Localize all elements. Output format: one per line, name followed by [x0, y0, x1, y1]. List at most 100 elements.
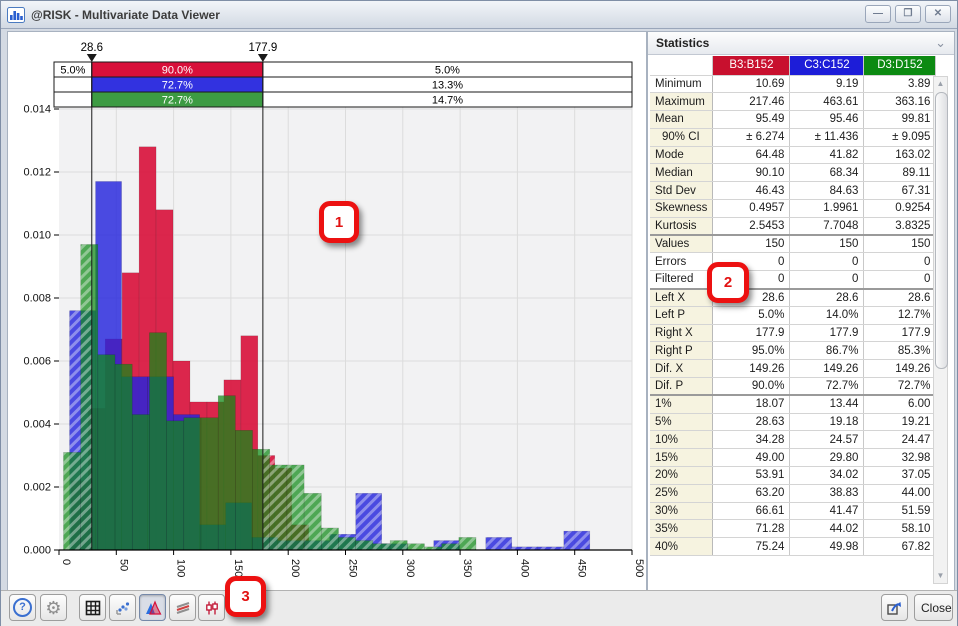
trend-lines-button[interactable] — [169, 594, 196, 621]
stat-value: 24.57 — [789, 430, 865, 450]
table-row: Right P 95.0% 86.7% 85.3% — [650, 341, 937, 361]
help-button[interactable]: ? — [9, 594, 36, 621]
stat-label: Minimum — [650, 75, 714, 94]
stat-value: 95.46 — [789, 110, 865, 129]
scrollbar-thumb[interactable] — [935, 92, 948, 369]
delimiter-handle[interactable] — [86, 54, 97, 62]
scatter-plot-button[interactable] — [109, 594, 136, 621]
callout-badge-3: 3 — [225, 576, 266, 617]
box-plot-button[interactable] — [198, 594, 225, 621]
band-percent-label: 14.7% — [432, 95, 463, 107]
export-button[interactable] — [881, 594, 908, 621]
histogram-view-button[interactable] — [139, 594, 166, 621]
chart-panel: 5.0% 90.0% 5.0% 72.7% 13.3% 72.7% 14.7% 28.6 177… — [7, 31, 647, 593]
y-axis-tick-label: 0.014 — [23, 104, 51, 116]
chevron-down-icon[interactable]: ⌄ — [935, 35, 946, 50]
x-axis-tick-label: 200 — [289, 559, 301, 577]
export-icon — [887, 601, 901, 615]
stat-label: 40% — [650, 537, 714, 557]
stat-value: 0 — [789, 270, 865, 290]
data-grid-button[interactable] — [79, 594, 106, 621]
table-row: 10% 34.28 24.57 24.47 — [650, 430, 937, 450]
stat-value: 3.8325 — [863, 217, 937, 236]
stat-value: 53.91 — [712, 466, 791, 485]
close-window-button[interactable]: ✕ — [925, 5, 951, 23]
stat-value: 34.28 — [712, 430, 791, 450]
stat-label: 5% — [650, 413, 714, 432]
stat-value: 149.26 — [863, 359, 937, 379]
stat-value: 10.69 — [712, 75, 791, 94]
settings-button[interactable]: ⚙ — [40, 594, 67, 621]
table-row: 1% 18.07 13.44 6.00 — [650, 394, 937, 414]
column-header[interactable] — [650, 56, 714, 76]
scatter-plot-icon — [115, 601, 129, 615]
table-row: 35% 71.28 44.02 58.10 — [650, 519, 937, 539]
app-icon — [7, 6, 25, 23]
stat-value: ± 11.436 — [789, 128, 865, 147]
x-axis-tick-label: 500 — [633, 559, 645, 577]
x-axis-tick-label: 450 — [576, 559, 588, 577]
table-scrollbar[interactable]: ▲ ▼ — [933, 76, 948, 584]
stat-value: 7.7048 — [789, 217, 865, 236]
table-row: Std Dev 46.43 84.63 67.31 — [650, 181, 937, 201]
column-header[interactable]: B3:B152 — [712, 56, 791, 76]
stat-label: 1% — [650, 394, 714, 414]
close-button[interactable]: Close — [914, 594, 953, 621]
stat-value: 28.6 — [863, 287, 937, 307]
stat-value: 46.43 — [712, 181, 791, 201]
stat-value: 13.44 — [789, 394, 865, 414]
stat-value: 0.4957 — [712, 199, 791, 218]
column-header[interactable]: C3:C152 — [789, 56, 865, 76]
stat-value: 95.49 — [712, 110, 791, 129]
table-row: 25% 63.20 38.83 44.00 — [650, 484, 937, 503]
stat-value: 90.10 — [712, 163, 791, 183]
scroll-down-icon[interactable]: ▼ — [936, 571, 945, 580]
table-row: 15% 49.00 29.80 32.98 — [650, 448, 937, 468]
callout-badge-2: 2 — [707, 262, 749, 303]
stat-label: Errors — [650, 252, 714, 272]
delimiter-handle[interactable] — [257, 54, 268, 62]
stat-value: 12.7% — [863, 306, 937, 325]
column-header[interactable]: D3:D152 — [863, 56, 937, 76]
stat-label: Right X — [650, 324, 714, 343]
table-row: 30% 66.61 41.47 51.59 — [650, 502, 937, 521]
stat-value: 19.21 — [863, 413, 937, 432]
stat-value: 28.6 — [789, 287, 865, 307]
bottom-toolbar: ? ⚙ — [1, 590, 957, 626]
y-axis-tick-label: 0.004 — [23, 419, 51, 431]
stat-label: Median — [650, 163, 714, 183]
stat-value: 72.7% — [863, 377, 937, 396]
stat-value: 24.47 — [863, 430, 937, 450]
table-row: Left P 5.0% 14.0% 12.7% — [650, 306, 937, 325]
statistics-header[interactable]: Statistics ⌄ — [648, 32, 954, 55]
stat-value: 67.31 — [863, 181, 937, 201]
y-axis-tick-label: 0.002 — [23, 482, 51, 494]
statistics-table: B3:B152 C3:C152 D3:D152 Minimum 10.69 9.19 3.8… — [650, 56, 937, 557]
stat-value: 51.59 — [863, 502, 937, 521]
table-row: Median 90.10 68.34 89.11 — [650, 163, 937, 183]
stat-value: 9.19 — [789, 75, 865, 94]
histogram-icon — [145, 599, 161, 615]
trend-lines-icon — [176, 601, 189, 614]
stat-value: 177.9 — [789, 324, 865, 343]
minimize-button[interactable]: — — [865, 5, 891, 23]
table-row: Errors 0 0 0 — [650, 252, 937, 272]
delimiter-value-label: 28.6 — [81, 42, 103, 54]
stat-value: 44.00 — [863, 484, 937, 503]
maximize-button[interactable]: ❐ — [895, 5, 921, 23]
stat-value: 149.26 — [789, 359, 865, 379]
table-row: Mode 64.48 41.82 163.02 — [650, 146, 937, 165]
title-bar[interactable]: @RISK - Multivariate Data Viewer — ❐ ✕ — [1, 1, 957, 29]
stat-value: 37.05 — [863, 466, 937, 485]
histogram-chart[interactable]: 5.0% 90.0% 5.0% 72.7% 13.3% 72.7% 14.7% 28.6 177… — [8, 32, 646, 592]
scroll-up-icon[interactable]: ▲ — [936, 79, 945, 88]
stat-value: 58.10 — [863, 519, 937, 539]
x-axis-tick-label: 250 — [347, 559, 359, 577]
stat-value: 49.98 — [789, 537, 865, 557]
stat-label: Filtered — [650, 270, 714, 290]
stat-value: 66.61 — [712, 502, 791, 521]
y-axis-tick-label: 0.012 — [23, 167, 51, 179]
stat-value: 64.48 — [712, 146, 791, 165]
stat-value: 18.07 — [712, 394, 791, 414]
